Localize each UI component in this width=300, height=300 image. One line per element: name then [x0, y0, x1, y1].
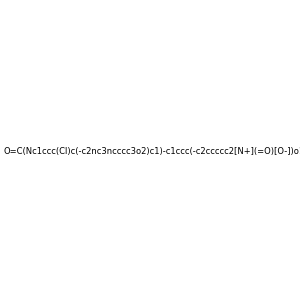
Text: O=C(Nc1ccc(Cl)c(-c2nc3ncccc3o2)c1)-c1ccc(-c2ccccc2[N+](=O)[O-])o1: O=C(Nc1ccc(Cl)c(-c2nc3ncccc3o2)c1)-c1ccc… [3, 147, 300, 156]
